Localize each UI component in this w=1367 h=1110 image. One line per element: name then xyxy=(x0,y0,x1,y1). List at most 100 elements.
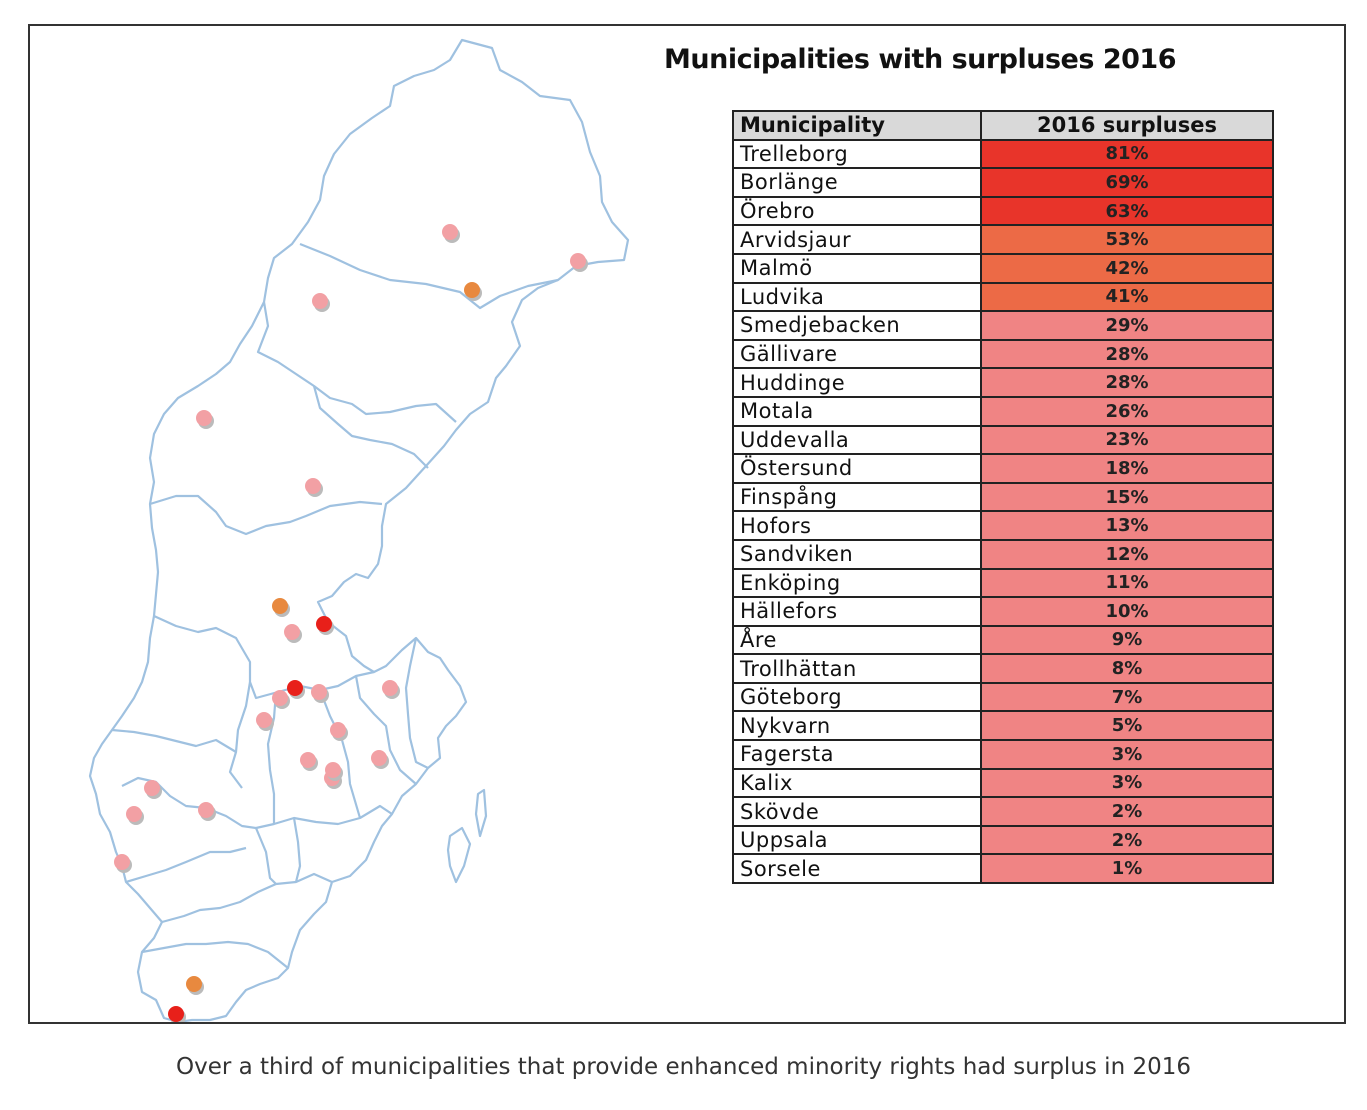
county-border xyxy=(125,846,247,884)
table-row: Åre 9% xyxy=(732,624,1274,656)
municipality-marker xyxy=(312,293,328,309)
municipality-name: Motala xyxy=(732,395,982,427)
municipality-marker xyxy=(144,780,160,796)
municipality-name: Kalix xyxy=(732,767,982,799)
table-row: Hofors 13% xyxy=(732,510,1274,541)
municipality-marker xyxy=(198,802,214,818)
municipality-marker xyxy=(126,806,142,822)
table-row: Trollhättan 8% xyxy=(732,653,1274,684)
municipality-marker xyxy=(114,854,130,870)
municipality-name: Enköping xyxy=(732,567,982,599)
municipality-name: Åre xyxy=(732,624,982,656)
table-row: Skövde 2% xyxy=(732,796,1274,827)
municipality-name: Skövde xyxy=(732,796,982,827)
county-border xyxy=(354,675,417,785)
municipality-name: Östersund xyxy=(732,453,982,484)
county-border xyxy=(256,301,457,423)
surplus-table: Municipality 2016 surpluses Trelleborg 81… xyxy=(732,110,1274,885)
table-row: Arvidsjaur 53% xyxy=(732,224,1274,255)
surplus-value: 53% xyxy=(980,224,1274,255)
county-border xyxy=(111,728,237,753)
table-row: Trelleborg 81% xyxy=(732,138,1274,170)
county-border xyxy=(312,385,429,469)
table-header-row: Municipality 2016 surpluses xyxy=(732,110,1274,141)
municipality-name: Finspång xyxy=(732,481,982,513)
surplus-value: 69% xyxy=(980,167,1274,198)
municipality-name: Arvidsjaur xyxy=(732,224,982,255)
county-border xyxy=(474,788,488,838)
municipality-marker xyxy=(272,690,288,706)
county-border xyxy=(228,681,252,789)
surplus-value: 23% xyxy=(980,424,1274,456)
county-border xyxy=(254,827,277,885)
table-row: Enköping 11% xyxy=(732,567,1274,599)
municipality-name: Malmö xyxy=(732,252,982,284)
map-title: Municipalities with surpluses 2016 xyxy=(664,44,1176,75)
municipality-marker xyxy=(382,680,398,696)
municipality-name: Uppsala xyxy=(732,824,982,856)
table-row: Göteborg 7% xyxy=(732,681,1274,713)
surplus-value: 7% xyxy=(980,681,1274,713)
table-row: Sandviken 12% xyxy=(732,538,1274,570)
municipality-marker xyxy=(570,253,586,269)
table-row: Kalix 3% xyxy=(732,767,1274,799)
surplus-value: 29% xyxy=(980,310,1274,341)
municipality-marker xyxy=(464,282,480,298)
municipality-name: Hofors xyxy=(732,510,982,541)
surplus-value: 3% xyxy=(980,767,1274,799)
table-row: Uppsala 2% xyxy=(732,824,1274,856)
figure-frame: Municipalities with surpluses 2016 Munic… xyxy=(28,24,1346,1024)
municipality-name: Smedjebacken xyxy=(732,310,982,341)
table-row: Nykvarn 5% xyxy=(732,710,1274,742)
county-border xyxy=(141,940,289,969)
municipality-marker xyxy=(442,224,458,240)
municipality-name: Huddinge xyxy=(732,367,982,398)
surplus-value: 63% xyxy=(980,195,1274,227)
sweden-map xyxy=(88,38,630,1022)
county-border xyxy=(299,242,559,310)
surplus-value: 28% xyxy=(980,367,1274,398)
surplus-value: 1% xyxy=(980,853,1274,885)
county-border xyxy=(292,817,302,883)
table-row: Finspång 15% xyxy=(732,481,1274,513)
surplus-value: 8% xyxy=(980,653,1274,684)
municipality-marker xyxy=(325,762,341,778)
municipality-marker xyxy=(168,1006,184,1022)
municipality-name: Hällefors xyxy=(732,596,982,627)
surplus-value: 13% xyxy=(980,510,1274,541)
municipality-marker xyxy=(287,680,303,696)
municipality-name: Ludvika xyxy=(732,281,982,313)
surplus-value: 2% xyxy=(980,796,1274,827)
municipality-name: Sorsele xyxy=(732,853,982,885)
county-border xyxy=(266,691,278,824)
surplus-value: 26% xyxy=(980,395,1274,427)
county-border xyxy=(121,776,393,830)
surplus-value: 2% xyxy=(980,824,1274,856)
municipality-name: Trollhättan xyxy=(732,653,982,684)
surplus-value: 41% xyxy=(980,281,1274,313)
municipality-name: Gällivare xyxy=(732,338,982,370)
municipality-name: Örebro xyxy=(732,195,982,227)
municipality-marker xyxy=(330,722,346,738)
table-row: Hällefors 10% xyxy=(732,596,1274,627)
surplus-value: 28% xyxy=(980,338,1274,370)
figure-caption: Over a third of municipalities that prov… xyxy=(176,1054,1191,1080)
table-row: Örebro 63% xyxy=(732,195,1274,227)
municipality-name: Nykvarn xyxy=(732,710,982,742)
surplus-value: 11% xyxy=(980,567,1274,599)
county-border xyxy=(446,826,472,884)
municipality-marker xyxy=(284,624,300,640)
county-border xyxy=(149,494,383,536)
municipality-marker xyxy=(305,478,321,494)
surplus-value: 81% xyxy=(980,138,1274,170)
table-row: Fagersta 3% xyxy=(732,739,1274,770)
county-border xyxy=(404,637,429,769)
column-header-surpluses: 2016 surpluses xyxy=(980,110,1274,141)
surplus-value: 42% xyxy=(980,252,1274,284)
table-row: Östersund 18% xyxy=(732,453,1274,484)
surplus-value: 18% xyxy=(980,453,1274,484)
surplus-value: 15% xyxy=(980,481,1274,513)
municipality-name: Uddevalla xyxy=(732,424,982,456)
table-row: Malmö 42% xyxy=(732,252,1274,284)
country-outline xyxy=(88,38,630,1022)
